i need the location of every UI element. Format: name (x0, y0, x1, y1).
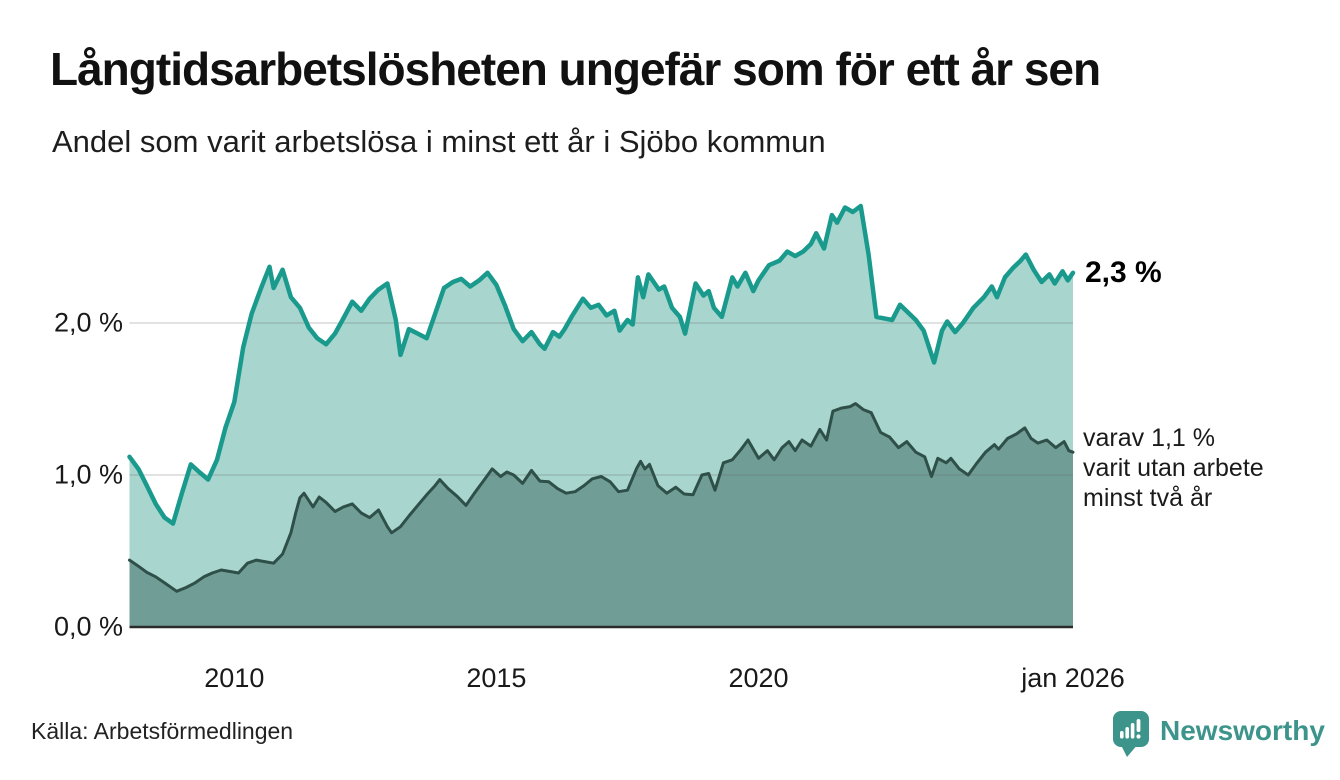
series-secondary-area (129, 403, 1073, 627)
x-tick-label: 2010 (204, 663, 265, 693)
secondary-series-label: varav 1,1 % varit utan arbete minst två … (1083, 424, 1264, 512)
series-secondary-line (128, 402, 1075, 593)
page-subtitle: Andel som varit arbetslösa i minst ett å… (52, 124, 826, 159)
page-title: Långtidsarbetslösheten ungefär som för e… (50, 43, 1101, 95)
x-tick-label: 2020 (728, 663, 789, 693)
newsworthy-wordmark: Newsworthy (1160, 715, 1325, 746)
series-total-line (127, 203, 1076, 526)
latest-value-label: 2,3 % (1085, 256, 1162, 289)
x-tick-label: jan 2026 (1021, 663, 1125, 693)
y-tick-label: 0,0 % (53, 611, 123, 642)
newsworthy-bubble-chart-icon (1113, 711, 1149, 757)
y-tick-label: 1,0 % (53, 459, 123, 490)
source-note: Källa: Arbetsförmedlingen (31, 718, 294, 744)
y-tick-label: 2,0 % (53, 307, 123, 338)
x-tick-label: 2015 (466, 663, 527, 693)
newsworthy-logo[interactable]: Newsworthy (1112, 710, 1325, 758)
